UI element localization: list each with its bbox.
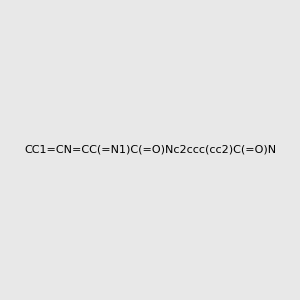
Text: CC1=CN=CC(=N1)C(=O)Nc2ccc(cc2)C(=O)N: CC1=CN=CC(=N1)C(=O)Nc2ccc(cc2)C(=O)N xyxy=(24,145,276,155)
